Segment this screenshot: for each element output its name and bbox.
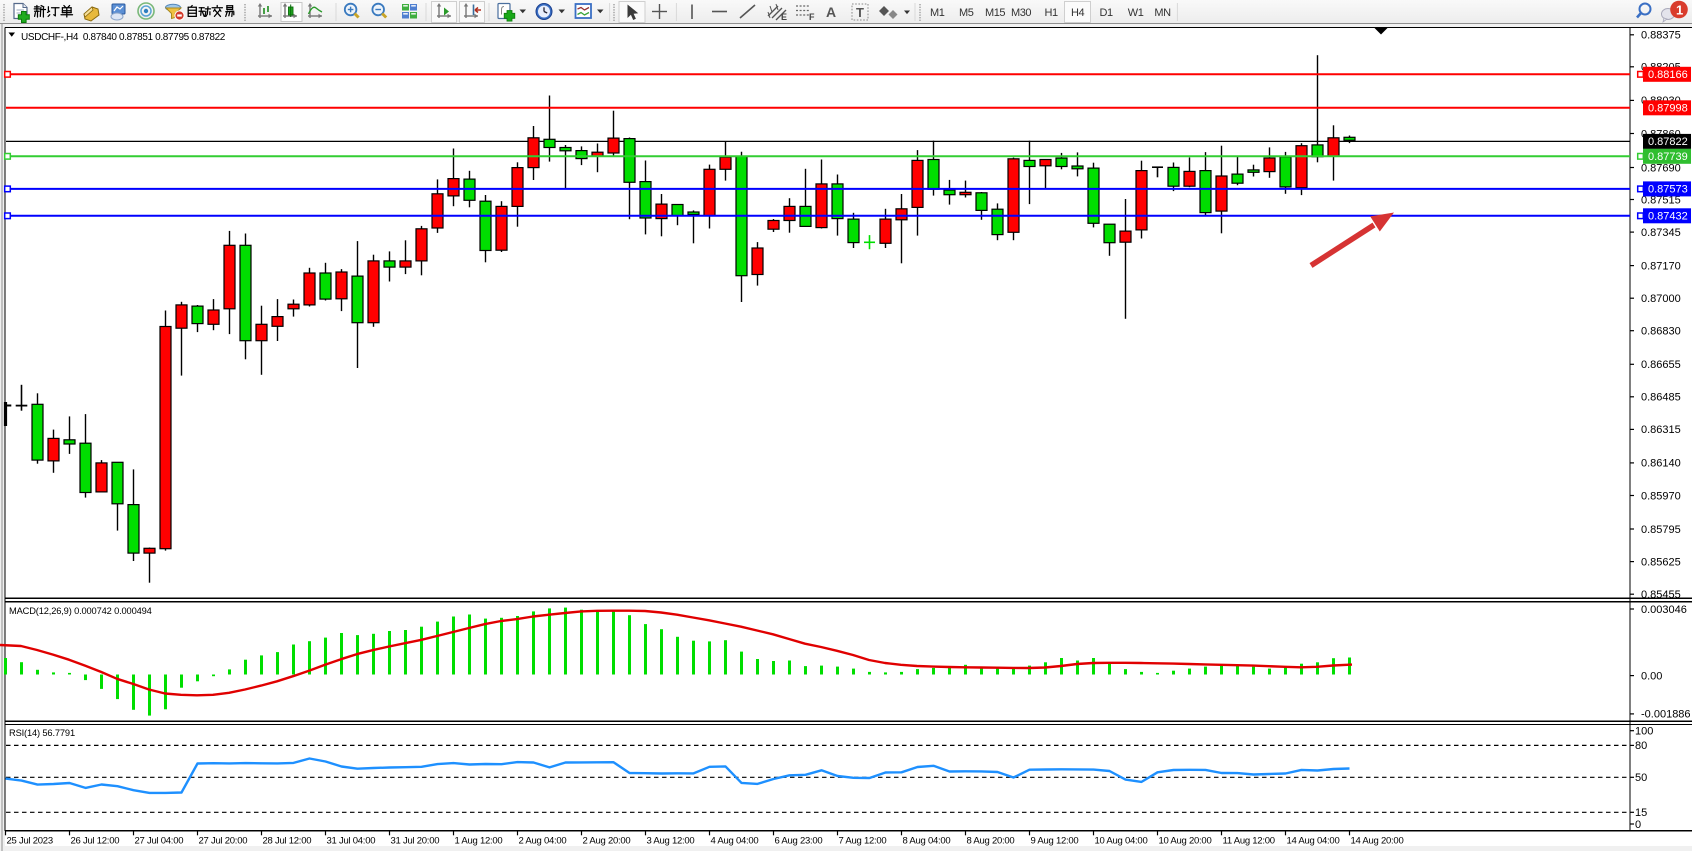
svg-text:0.87345: 0.87345 [1641,227,1681,239]
svg-text:50: 50 [1635,772,1647,784]
svg-text:M1: M1 [930,7,945,19]
svg-text:14 Aug 20:00: 14 Aug 20:00 [1351,836,1404,847]
svg-text:H4: H4 [1071,7,1084,19]
svg-text:10 Aug 04:00: 10 Aug 04:00 [1095,836,1148,847]
svg-text:31 Jul 20:00: 31 Jul 20:00 [391,836,440,847]
svg-text:0.87739: 0.87739 [1648,151,1688,163]
svg-text:6 Aug 23:00: 6 Aug 23:00 [775,836,823,847]
svg-text:1 Aug 12:00: 1 Aug 12:00 [455,836,503,847]
svg-text:100: 100 [1635,726,1653,738]
svg-text:MN: MN [1154,7,1171,19]
svg-text:3 Aug 12:00: 3 Aug 12:00 [647,836,695,847]
svg-text:27 Jul 20:00: 27 Jul 20:00 [199,836,248,847]
svg-text:80: 80 [1635,740,1647,752]
svg-text:0.00: 0.00 [1641,670,1662,682]
svg-text:25 Jul 2023: 25 Jul 2023 [7,836,53,847]
svg-text:14 Aug 04:00: 14 Aug 04:00 [1287,836,1340,847]
svg-text:-0.001886: -0.001886 [1641,709,1691,721]
svg-text:M5: M5 [959,7,974,19]
svg-text:0.87690: 0.87690 [1641,162,1681,174]
svg-text:0.87170: 0.87170 [1641,260,1681,272]
svg-text:0.86485: 0.86485 [1641,392,1681,404]
svg-text:0.88166: 0.88166 [1648,69,1688,81]
svg-text:1: 1 [1676,3,1683,18]
svg-text:0.86140: 0.86140 [1641,458,1681,470]
svg-text:7 Aug 12:00: 7 Aug 12:00 [839,836,887,847]
svg-text:0.86655: 0.86655 [1641,359,1681,371]
svg-text:M30: M30 [1011,7,1031,19]
svg-text:28 Jul 12:00: 28 Jul 12:00 [263,836,312,847]
svg-text:0.86830: 0.86830 [1641,326,1681,338]
svg-text:2 Aug 20:00: 2 Aug 20:00 [583,836,631,847]
svg-text:4 Aug 04:00: 4 Aug 04:00 [711,836,759,847]
svg-text:0: 0 [1635,819,1641,831]
svg-text:0.87998: 0.87998 [1648,103,1688,115]
svg-text:0.86315: 0.86315 [1641,424,1681,436]
svg-text:0.85795: 0.85795 [1641,524,1681,536]
svg-text:M15: M15 [985,7,1005,19]
svg-text:11 Aug 12:00: 11 Aug 12:00 [1223,836,1275,847]
svg-text:8 Aug 20:00: 8 Aug 20:00 [967,836,1015,847]
svg-text:0.87000: 0.87000 [1641,293,1681,305]
svg-text:31 Jul 04:00: 31 Jul 04:00 [327,836,376,847]
svg-text:0.87822: 0.87822 [1648,136,1688,148]
svg-text:10 Aug 20:00: 10 Aug 20:00 [1159,836,1212,847]
svg-text:26 Jul 12:00: 26 Jul 12:00 [71,836,120,847]
svg-text:0.003046: 0.003046 [1641,604,1687,616]
svg-text:A: A [826,4,836,20]
svg-text:2 Aug 04:00: 2 Aug 04:00 [519,836,567,847]
svg-text:9 Aug 12:00: 9 Aug 12:00 [1031,836,1079,847]
svg-text:E: E [781,12,787,22]
svg-text:0.87573: 0.87573 [1648,184,1688,196]
svg-text:15: 15 [1635,807,1647,819]
svg-text:0.85625: 0.85625 [1641,556,1681,568]
svg-text:W1: W1 [1128,7,1144,19]
svg-text:8 Aug 04:00: 8 Aug 04:00 [903,836,951,847]
svg-text:0.88375: 0.88375 [1641,30,1681,42]
svg-text:27 Jul 04:00: 27 Jul 04:00 [135,836,184,847]
svg-text:0.87432: 0.87432 [1648,211,1688,223]
svg-text:D1: D1 [1100,7,1113,19]
svg-text:T: T [856,5,864,20]
svg-text:0.87515: 0.87515 [1641,194,1681,206]
svg-text:0.85455: 0.85455 [1641,589,1681,601]
svg-text:F: F [809,12,815,22]
svg-text:0.85970: 0.85970 [1641,490,1681,502]
svg-text:H1: H1 [1045,7,1058,19]
